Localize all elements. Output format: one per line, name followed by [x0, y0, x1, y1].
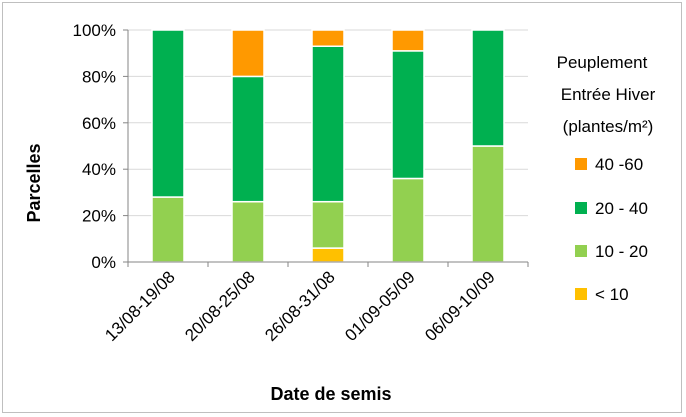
y-tick-label: 80%: [82, 67, 116, 86]
x-axis-title: Date de semis: [270, 384, 391, 404]
axes: [127, 30, 529, 267]
y-tick-label: 20%: [82, 207, 116, 226]
y-axis-title: Parcelles: [24, 143, 44, 222]
x-tick-label: 06/09-10/09: [421, 267, 499, 345]
legend-swatch: [575, 245, 587, 257]
legend-title-line-3: (plantes/m²): [563, 117, 654, 136]
legend-title-line-1: Peuplement: [557, 53, 648, 72]
bar-segment: [311, 200, 345, 249]
y-tick-labels: 0% 20% 40% 60% 80% 100%: [73, 21, 128, 272]
bar-segment: [231, 200, 265, 263]
legend-swatch: [575, 202, 587, 214]
y-tick-label: 100%: [73, 21, 116, 40]
legend-label: < 10: [595, 285, 629, 304]
bar-segment: [231, 29, 265, 78]
bar-segment: [151, 29, 185, 198]
legend-swatch: [575, 158, 587, 170]
legend-swatch: [575, 288, 587, 300]
bar-segment: [151, 196, 185, 263]
legend-label: 40 -60: [595, 155, 643, 174]
bar-segment: [311, 45, 345, 203]
bar-segment: [391, 50, 425, 180]
bar-segment: [471, 145, 505, 263]
bar-segment: [391, 29, 425, 52]
bar-segment: [311, 247, 345, 263]
x-tick-label: 13/08-19/08: [101, 267, 179, 345]
bars: [151, 29, 505, 263]
legend-items: 40 -60 20 - 40 10 - 20 < 10: [575, 155, 648, 304]
x-tick-label: 01/09-05/09: [341, 267, 419, 345]
x-tick-label: 26/08-31/08: [261, 267, 339, 345]
bar-segment: [391, 177, 425, 263]
bar-segment: [231, 75, 265, 203]
legend: Peuplement Entrée Hiver (plantes/m²) 40 …: [557, 53, 656, 304]
y-tick-label: 60%: [82, 114, 116, 133]
x-tick-labels: 13/08-19/08 20/08-25/08 26/08-31/08 01/09-0…: [101, 267, 499, 345]
legend-title-line-2: Entrée Hiver: [561, 85, 656, 104]
legend-label: 10 - 20: [595, 242, 648, 261]
y-tick-label: 0%: [91, 253, 116, 272]
y-tick-label: 40%: [82, 160, 116, 179]
bar-segment: [311, 29, 345, 47]
x-tick-label: 20/08-25/08: [181, 267, 259, 345]
legend-label: 20 - 40: [595, 199, 648, 218]
bar-segment: [471, 29, 505, 147]
